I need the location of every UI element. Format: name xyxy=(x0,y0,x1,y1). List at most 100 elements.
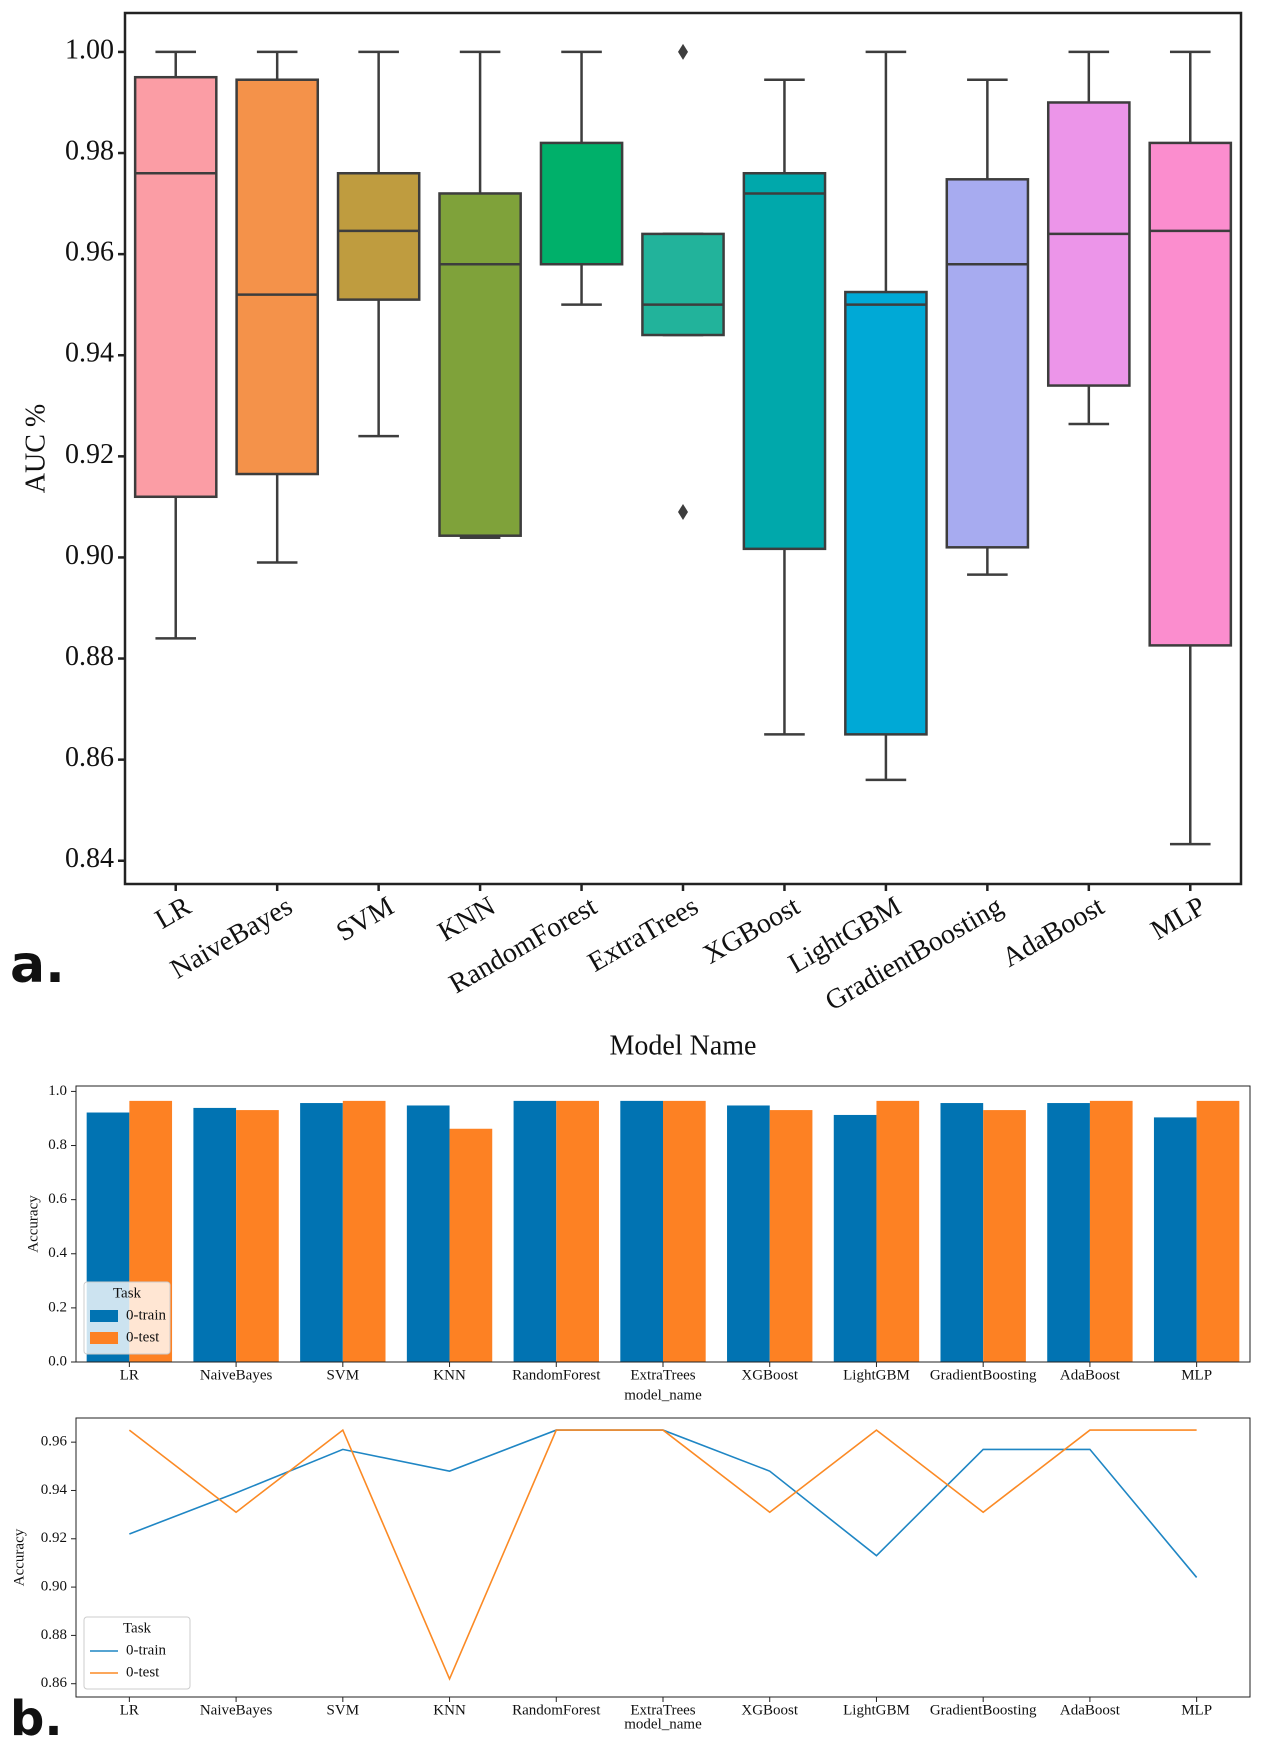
bar xyxy=(1153,1117,1197,1362)
line xyxy=(128,1428,1197,1681)
bar xyxy=(342,1100,386,1362)
y-tick-label: 0.84 xyxy=(65,843,114,874)
line xyxy=(129,1429,1198,1578)
x-tick-label: LR xyxy=(150,891,197,936)
x-tick-label: AdaBoost xyxy=(997,891,1110,974)
x-tick-label: SVM xyxy=(327,1367,360,1383)
y-tick-label: 1.00 xyxy=(65,34,114,65)
box xyxy=(336,171,421,301)
y-axis-label: Accuracy xyxy=(11,1528,27,1586)
y-tick-label: 0.92 xyxy=(41,1530,67,1546)
x-tick-label: SVM xyxy=(327,1702,360,1718)
x-tick-label: GradientBoosting xyxy=(930,1702,1037,1718)
y-tick-label: 0.88 xyxy=(41,1627,67,1643)
legend-title: Task xyxy=(113,1285,142,1301)
x-tick-label: GradientBoosting xyxy=(930,1367,1037,1383)
box xyxy=(539,141,624,266)
bar xyxy=(663,1100,706,1362)
x-tick-label: ExtraTrees xyxy=(583,891,704,979)
legend-title: Task xyxy=(123,1620,152,1636)
x-tick-label: KNN xyxy=(433,1367,466,1383)
y-tick-label: 0.94 xyxy=(41,1482,68,1498)
x-tick-label: RandomForest xyxy=(512,1367,601,1383)
y-axis-label: AUC % xyxy=(20,404,51,493)
legend-label: 0-train xyxy=(126,1642,166,1658)
bar xyxy=(449,1128,493,1362)
x-axis-label: model_name xyxy=(624,1387,702,1403)
outlier xyxy=(678,503,688,520)
bar xyxy=(406,1105,450,1362)
panel-label: a. xyxy=(10,935,65,995)
bar xyxy=(300,1103,343,1362)
y-tick-label: 0.0 xyxy=(48,1353,67,1369)
bar xyxy=(876,1100,920,1362)
box xyxy=(742,171,827,551)
y-tick-label: 0.94 xyxy=(65,338,114,369)
x-tick-label: KNN xyxy=(433,1702,466,1718)
x-tick-label: XGBoost xyxy=(741,1367,799,1383)
bar xyxy=(620,1100,663,1362)
x-tick-label: LightGBM xyxy=(843,1367,910,1383)
box xyxy=(133,75,218,499)
x-tick-label: LightGBM xyxy=(843,1702,910,1718)
x-tick-label: ExtraTrees xyxy=(630,1702,695,1718)
x-axis-label: model_name xyxy=(624,1716,702,1732)
panel-label: b. xyxy=(10,1691,63,1747)
x-tick-label: NaiveBayes xyxy=(200,1367,273,1383)
legend-swatch xyxy=(90,1332,118,1344)
bar xyxy=(833,1114,877,1362)
bar xyxy=(1089,1100,1133,1362)
bar xyxy=(1196,1100,1240,1362)
bar xyxy=(983,1110,1026,1362)
y-tick-label: 0.90 xyxy=(65,540,114,571)
y-tick-label: 0.96 xyxy=(41,1434,68,1450)
box xyxy=(844,290,928,736)
x-tick-label: AdaBoost xyxy=(1060,1367,1121,1383)
x-tick-label: KNN xyxy=(433,891,501,948)
bar xyxy=(556,1100,599,1362)
legend-label: 0-train xyxy=(126,1307,166,1323)
bar xyxy=(769,1110,813,1362)
x-tick-label: LR xyxy=(120,1367,139,1383)
x-tick-label: NaiveBayes xyxy=(200,1702,273,1718)
plot-frame xyxy=(123,11,1243,886)
outlier xyxy=(678,43,688,60)
bar xyxy=(513,1100,557,1362)
legend-swatch xyxy=(90,1310,118,1322)
y-axis-label: Accuracy xyxy=(25,1195,41,1253)
y-tick-label: 0.4 xyxy=(48,1245,67,1261)
y-tick-label: 0.86 xyxy=(65,742,114,773)
plot-frame xyxy=(75,1417,1251,1698)
bar xyxy=(727,1105,770,1362)
x-tick-label: LR xyxy=(120,1702,139,1718)
box xyxy=(945,178,1030,549)
y-tick-label: 0.2 xyxy=(48,1299,67,1315)
y-tick-label: 0.6 xyxy=(48,1191,67,1207)
bar xyxy=(940,1103,984,1362)
bar xyxy=(236,1110,279,1362)
x-tick-label: GradientBoosting xyxy=(820,891,1008,1017)
y-tick-label: 1.0 xyxy=(48,1083,67,1099)
y-tick-label: 0.90 xyxy=(41,1579,67,1595)
x-axis-label: Model Name xyxy=(610,1030,757,1061)
y-tick-label: 0.88 xyxy=(65,641,114,672)
plot-frame xyxy=(75,1085,1251,1363)
y-tick-label: 0.8 xyxy=(48,1137,67,1153)
legend-label: 0-test xyxy=(126,1329,160,1345)
x-tick-label: SVM xyxy=(331,891,399,948)
box xyxy=(235,78,320,476)
x-tick-label: MLP xyxy=(1181,1702,1212,1718)
legend-label: 0-test xyxy=(126,1664,160,1680)
x-tick-label: MLP xyxy=(1146,891,1211,947)
y-tick-label: 0.92 xyxy=(65,439,114,470)
x-tick-label: MLP xyxy=(1181,1367,1212,1383)
box xyxy=(1148,141,1233,647)
x-tick-label: RandomForest xyxy=(512,1702,601,1718)
y-tick-label: 0.96 xyxy=(65,237,114,268)
box xyxy=(438,192,522,537)
y-tick-label: 0.86 xyxy=(41,1675,68,1691)
x-tick-label: AdaBoost xyxy=(1060,1702,1121,1718)
box xyxy=(641,232,725,337)
x-tick-label: ExtraTrees xyxy=(630,1367,695,1383)
